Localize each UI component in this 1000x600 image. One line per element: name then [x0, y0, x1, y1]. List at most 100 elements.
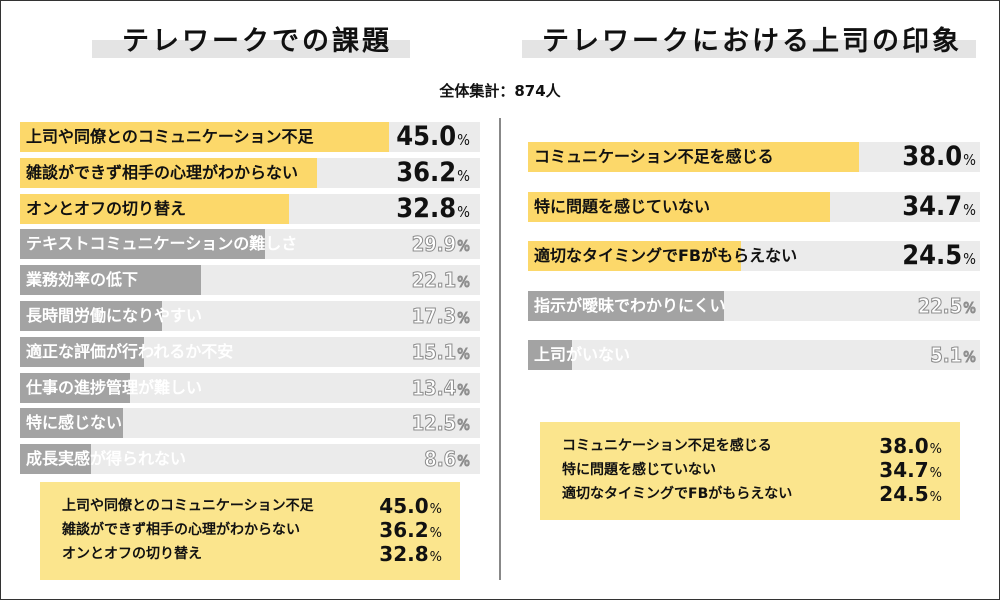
left-bar-row: 上司や同僚とのコミュニケーション不足 45.0%	[20, 122, 480, 152]
left-bar-label: 適正な評価が行われるか不安	[26, 341, 234, 361]
right-bar-value-unit: %	[963, 250, 976, 268]
right-bar-value: 22.5%	[917, 291, 976, 321]
left-bar	[20, 372, 130, 403]
left-summary-label: 雑談ができず相手の心理がわからない	[62, 522, 300, 538]
right-bar-row: 上司がいない 5.1%	[528, 340, 980, 370]
left-bar-value-unit: %	[457, 309, 471, 328]
right-summary-row: コミュニケーション不足を感じる 38.0%	[540, 435, 960, 457]
left-bar-value: 45.0%	[396, 122, 470, 152]
right-bar-label: 上司がいない	[534, 345, 631, 364]
left-bar-row: 仕事の進捗管理が難しい 13.4%	[20, 372, 480, 403]
right-bar-label: 指示が曖昧でわかりにくい	[534, 295, 726, 315]
left-bar-value-unit: %	[457, 452, 471, 471]
right-summary-value: 34.7%	[879, 459, 942, 485]
right-chart-title: テレワークにおける上司の印象	[542, 26, 962, 57]
left-summary-row: 雑談ができず相手の心理がわからない 36.2%	[40, 519, 460, 541]
left-title-underlay	[92, 40, 410, 58]
right-bar-value-unit: %	[963, 151, 976, 169]
left-top3-summary: 上司や同僚とのコミュニケーション不足 45.0% 雑談ができず相手の心理がわからない…	[40, 482, 460, 580]
left-bar-label: 特に感じない	[26, 413, 123, 433]
left-summary-row: オンとオフの切り替え 32.8%	[40, 543, 460, 565]
right-bar-value: 34.7%	[902, 190, 976, 222]
total-respondents: 全体集計：874人	[439, 82, 561, 100]
left-bar	[20, 157, 317, 188]
left-bar-track	[20, 444, 480, 475]
right-bar-value-number: 38.0	[902, 141, 963, 172]
left-bar-label: 長時間労働になりやすい	[26, 306, 203, 325]
left-bar-value-unit: %	[457, 237, 471, 256]
right-summary-value-unit: %	[929, 466, 942, 481]
left-bar-row: テキストコミュニケーションの難しさ 29.9%	[20, 229, 480, 260]
left-bar-value-unit: %	[457, 344, 471, 363]
right-title-underlay	[522, 40, 976, 58]
left-bar-label: テキストコミュニケーションの難しさ	[26, 234, 298, 254]
left-bar	[20, 408, 123, 439]
right-summary-value-unit: %	[929, 490, 942, 505]
left-bar-label: 業務効率の低下	[26, 270, 139, 290]
left-bar-label: 仕事の進捗管理が難しい	[26, 377, 203, 397]
left-bar-value: 8.6%	[424, 444, 471, 474]
left-bar-value: 12.5%	[411, 408, 471, 438]
left-bar-row: 雑談ができず相手の心理がわからない 36.2%	[20, 156, 480, 188]
right-bar	[528, 142, 859, 172]
left-bar-row: 成長実感が得られない 8.6%	[20, 444, 480, 475]
right-bar	[528, 340, 573, 370]
right-summary-label: 特に問題を感じていない	[562, 462, 716, 478]
left-bar	[20, 229, 266, 260]
left-summary-value: 45.0%	[379, 495, 442, 521]
right-summary-value: 38.0%	[879, 435, 942, 461]
right-summary-label: 適切なタイミングでFBがもらえない	[562, 486, 793, 502]
left-summary-value-number: 32.8	[379, 542, 429, 566]
left-bar-value-unit: %	[457, 131, 470, 149]
left-chart-title: テレワークでの課題	[122, 26, 392, 57]
right-top3-summary: コミュニケーション不足を感じる 38.0% 特に問題を感じていない 34.7% 適切なタ…	[540, 422, 960, 520]
right-bar-value-number: 24.5	[902, 240, 963, 271]
left-bar-value-number: 17.3	[411, 304, 457, 329]
right-summary-value: 24.5%	[879, 483, 942, 509]
left-bar-value-number: 15.1	[411, 339, 457, 364]
left-bar	[20, 301, 162, 331]
left-bar	[20, 122, 389, 152]
right-summary-value-number: 34.7	[879, 458, 929, 482]
left-bar-value-unit: %	[457, 416, 471, 435]
left-bar-value-number: 8.6	[424, 447, 457, 472]
left-summary-label: 上司や同僚とのコミュニケーション不足	[62, 498, 314, 514]
left-bar-value-number: 13.4	[411, 375, 457, 400]
left-bar-value-unit: %	[457, 166, 470, 185]
right-bar-row: 特に問題を感じていない 34.7%	[528, 190, 980, 222]
left-bar-value-unit: %	[457, 273, 471, 292]
right-bar-row: 指示が曖昧でわかりにくい 22.5%	[528, 290, 980, 321]
left-bar-value: 17.3%	[411, 301, 471, 331]
right-bar-value: 5.1%	[930, 340, 977, 370]
left-summary-label: オンとオフの切り替え	[62, 546, 202, 562]
left-bar	[20, 336, 144, 367]
left-bar-row: オンとオフの切り替え 32.8%	[20, 193, 480, 224]
left-bar-label: オンとオフの切り替え	[26, 198, 187, 218]
right-bar-track	[528, 340, 980, 370]
left-summary-value-number: 45.0	[379, 494, 429, 518]
right-bar	[528, 241, 742, 271]
right-bar-value-unit: %	[963, 348, 977, 367]
right-summary-value-unit: %	[929, 442, 942, 457]
panel-divider	[499, 118, 501, 580]
left-bar	[20, 193, 289, 224]
right-summary-value-number: 38.0	[879, 434, 929, 458]
right-bar-value: 24.5%	[902, 241, 976, 271]
left-summary-value-unit: %	[429, 502, 442, 517]
left-summary-value-unit: %	[429, 526, 442, 541]
left-summary-value: 36.2%	[379, 519, 442, 545]
left-bar-value: 22.1%	[411, 265, 471, 295]
right-summary-value-number: 24.5	[879, 482, 929, 506]
left-bar-value: 15.1%	[411, 337, 471, 367]
left-bar-value-unit: %	[457, 202, 470, 221]
right-bar-label: コミュニケーション不足を感じる	[534, 147, 774, 166]
left-bar-value: 13.4%	[411, 373, 470, 403]
left-bar-value-number: 36.2	[396, 156, 457, 188]
left-bar-value-number: 29.9	[411, 232, 457, 257]
left-bar-row: 業務効率の低下 22.1%	[20, 265, 480, 296]
right-bar-value-number: 34.7	[902, 190, 963, 222]
left-bar-value: 36.2%	[396, 156, 470, 188]
right-bar-value: 38.0%	[902, 142, 976, 172]
left-bar-label: 雑談ができず相手の心理がわからない	[26, 162, 299, 182]
right-bar-row: コミュニケーション不足を感じる 38.0%	[528, 142, 980, 172]
